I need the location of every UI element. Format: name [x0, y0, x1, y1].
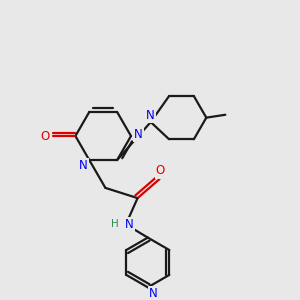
Text: N: N: [146, 109, 155, 122]
Text: N: N: [125, 218, 134, 231]
Text: N: N: [149, 287, 158, 300]
Text: O: O: [41, 130, 50, 142]
Text: N: N: [79, 159, 88, 172]
Text: N: N: [134, 128, 143, 141]
Text: H: H: [111, 219, 118, 230]
Text: O: O: [156, 164, 165, 177]
